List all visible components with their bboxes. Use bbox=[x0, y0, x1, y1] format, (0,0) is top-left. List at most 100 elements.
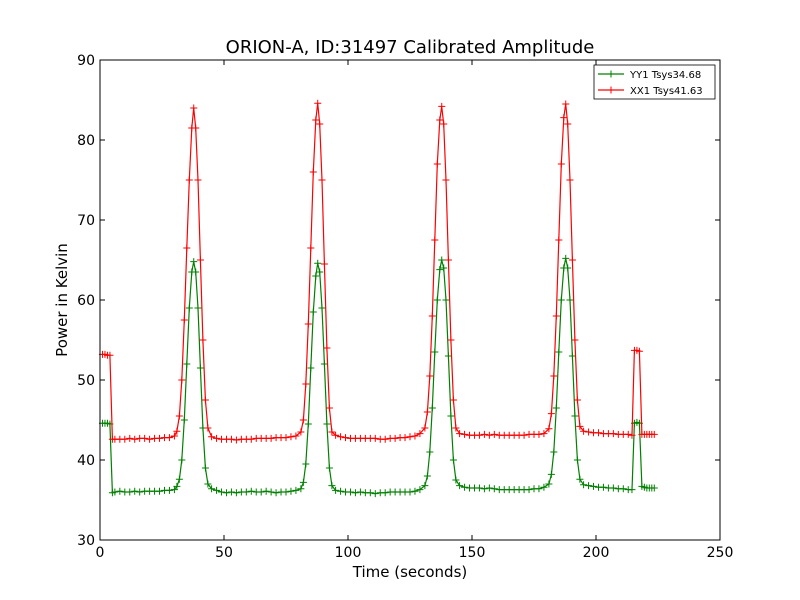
x-tick-label: 150 bbox=[459, 545, 486, 561]
data-point bbox=[628, 431, 636, 439]
data-point bbox=[262, 487, 270, 495]
x-axis-label: Time (seconds) bbox=[352, 563, 468, 581]
data-point bbox=[442, 296, 450, 304]
data-point bbox=[381, 489, 389, 497]
data-point bbox=[433, 296, 441, 304]
legend-marker bbox=[607, 86, 615, 94]
data-point bbox=[106, 351, 114, 359]
data-point bbox=[282, 434, 290, 442]
data-point bbox=[222, 489, 230, 497]
data-point bbox=[371, 490, 379, 498]
data-point bbox=[411, 432, 419, 440]
data-point bbox=[337, 487, 345, 495]
data-point bbox=[332, 431, 340, 439]
data-point bbox=[136, 488, 144, 496]
legend: YY1 Tsys34.68 XX1 Tsys41.63 bbox=[593, 64, 716, 100]
data-point bbox=[208, 485, 216, 493]
data-point bbox=[431, 348, 439, 356]
data-point bbox=[204, 480, 212, 488]
data-point bbox=[426, 448, 434, 456]
data-point bbox=[545, 425, 553, 433]
data-point bbox=[552, 404, 560, 412]
data-point bbox=[550, 372, 558, 380]
y-tick-label: 40 bbox=[77, 453, 95, 469]
legend-marker bbox=[607, 70, 615, 78]
data-point bbox=[550, 448, 558, 456]
data-point bbox=[580, 481, 588, 489]
data-point bbox=[609, 430, 617, 438]
data-point bbox=[185, 304, 193, 312]
data-point bbox=[576, 475, 584, 483]
data-point bbox=[433, 160, 441, 168]
y-axis-label: Power in Kelvin bbox=[53, 243, 71, 357]
data-point bbox=[111, 488, 119, 496]
data-point bbox=[201, 396, 209, 404]
data-point bbox=[180, 416, 188, 424]
plot-area bbox=[100, 60, 720, 540]
x-tick-label: 200 bbox=[583, 545, 610, 561]
y-tick-label: 70 bbox=[77, 213, 95, 229]
data-point bbox=[456, 430, 464, 438]
data-point bbox=[650, 484, 658, 492]
data-point bbox=[635, 347, 643, 355]
data-point bbox=[314, 259, 322, 267]
y-tick-label: 90 bbox=[77, 53, 95, 69]
data-point bbox=[307, 364, 315, 372]
data-point bbox=[185, 176, 193, 184]
data-point bbox=[456, 482, 464, 490]
data-point bbox=[272, 489, 280, 497]
data-point bbox=[323, 344, 331, 352]
data-point bbox=[282, 488, 290, 496]
data-point bbox=[576, 422, 584, 430]
data-point bbox=[490, 485, 498, 493]
data-point bbox=[175, 475, 183, 483]
data-point bbox=[297, 428, 305, 436]
data-point bbox=[452, 424, 460, 432]
data-point bbox=[213, 486, 221, 494]
data-point bbox=[141, 434, 149, 442]
data-point bbox=[196, 256, 204, 264]
data-point bbox=[650, 430, 658, 438]
data-point bbox=[175, 412, 183, 420]
data-point bbox=[431, 236, 439, 244]
data-point bbox=[557, 160, 565, 168]
data-point bbox=[302, 380, 310, 388]
data-point bbox=[535, 430, 543, 438]
data-point bbox=[356, 488, 364, 496]
data-point bbox=[580, 427, 588, 435]
data-point bbox=[423, 408, 431, 416]
data-point bbox=[573, 456, 581, 464]
data-point bbox=[325, 404, 333, 412]
data-point bbox=[328, 428, 336, 436]
data-point bbox=[325, 464, 333, 472]
data-point bbox=[351, 489, 359, 497]
data-point bbox=[566, 296, 574, 304]
data-point bbox=[585, 482, 593, 490]
data-point bbox=[628, 486, 636, 494]
data-point bbox=[552, 312, 560, 320]
data-point bbox=[318, 304, 326, 312]
data-point bbox=[146, 435, 154, 443]
data-point bbox=[257, 488, 265, 496]
data-point bbox=[116, 487, 124, 495]
data-point bbox=[449, 456, 457, 464]
data-point bbox=[624, 430, 632, 438]
data-point bbox=[442, 176, 450, 184]
data-point bbox=[436, 266, 444, 274]
x-tick-label: 0 bbox=[96, 545, 105, 561]
data-point bbox=[562, 100, 570, 108]
data-point bbox=[309, 168, 317, 176]
y-tick-label: 50 bbox=[77, 373, 95, 389]
data-point bbox=[557, 296, 565, 304]
data-point bbox=[299, 478, 307, 486]
data-point bbox=[342, 434, 350, 442]
data-point bbox=[346, 488, 354, 496]
data-point bbox=[267, 434, 275, 442]
data-point bbox=[227, 435, 235, 443]
data-point bbox=[320, 360, 328, 368]
data-point bbox=[568, 352, 576, 360]
data-point bbox=[131, 487, 139, 495]
data-point bbox=[180, 316, 188, 324]
data-point bbox=[406, 488, 414, 496]
data-point bbox=[192, 124, 200, 132]
